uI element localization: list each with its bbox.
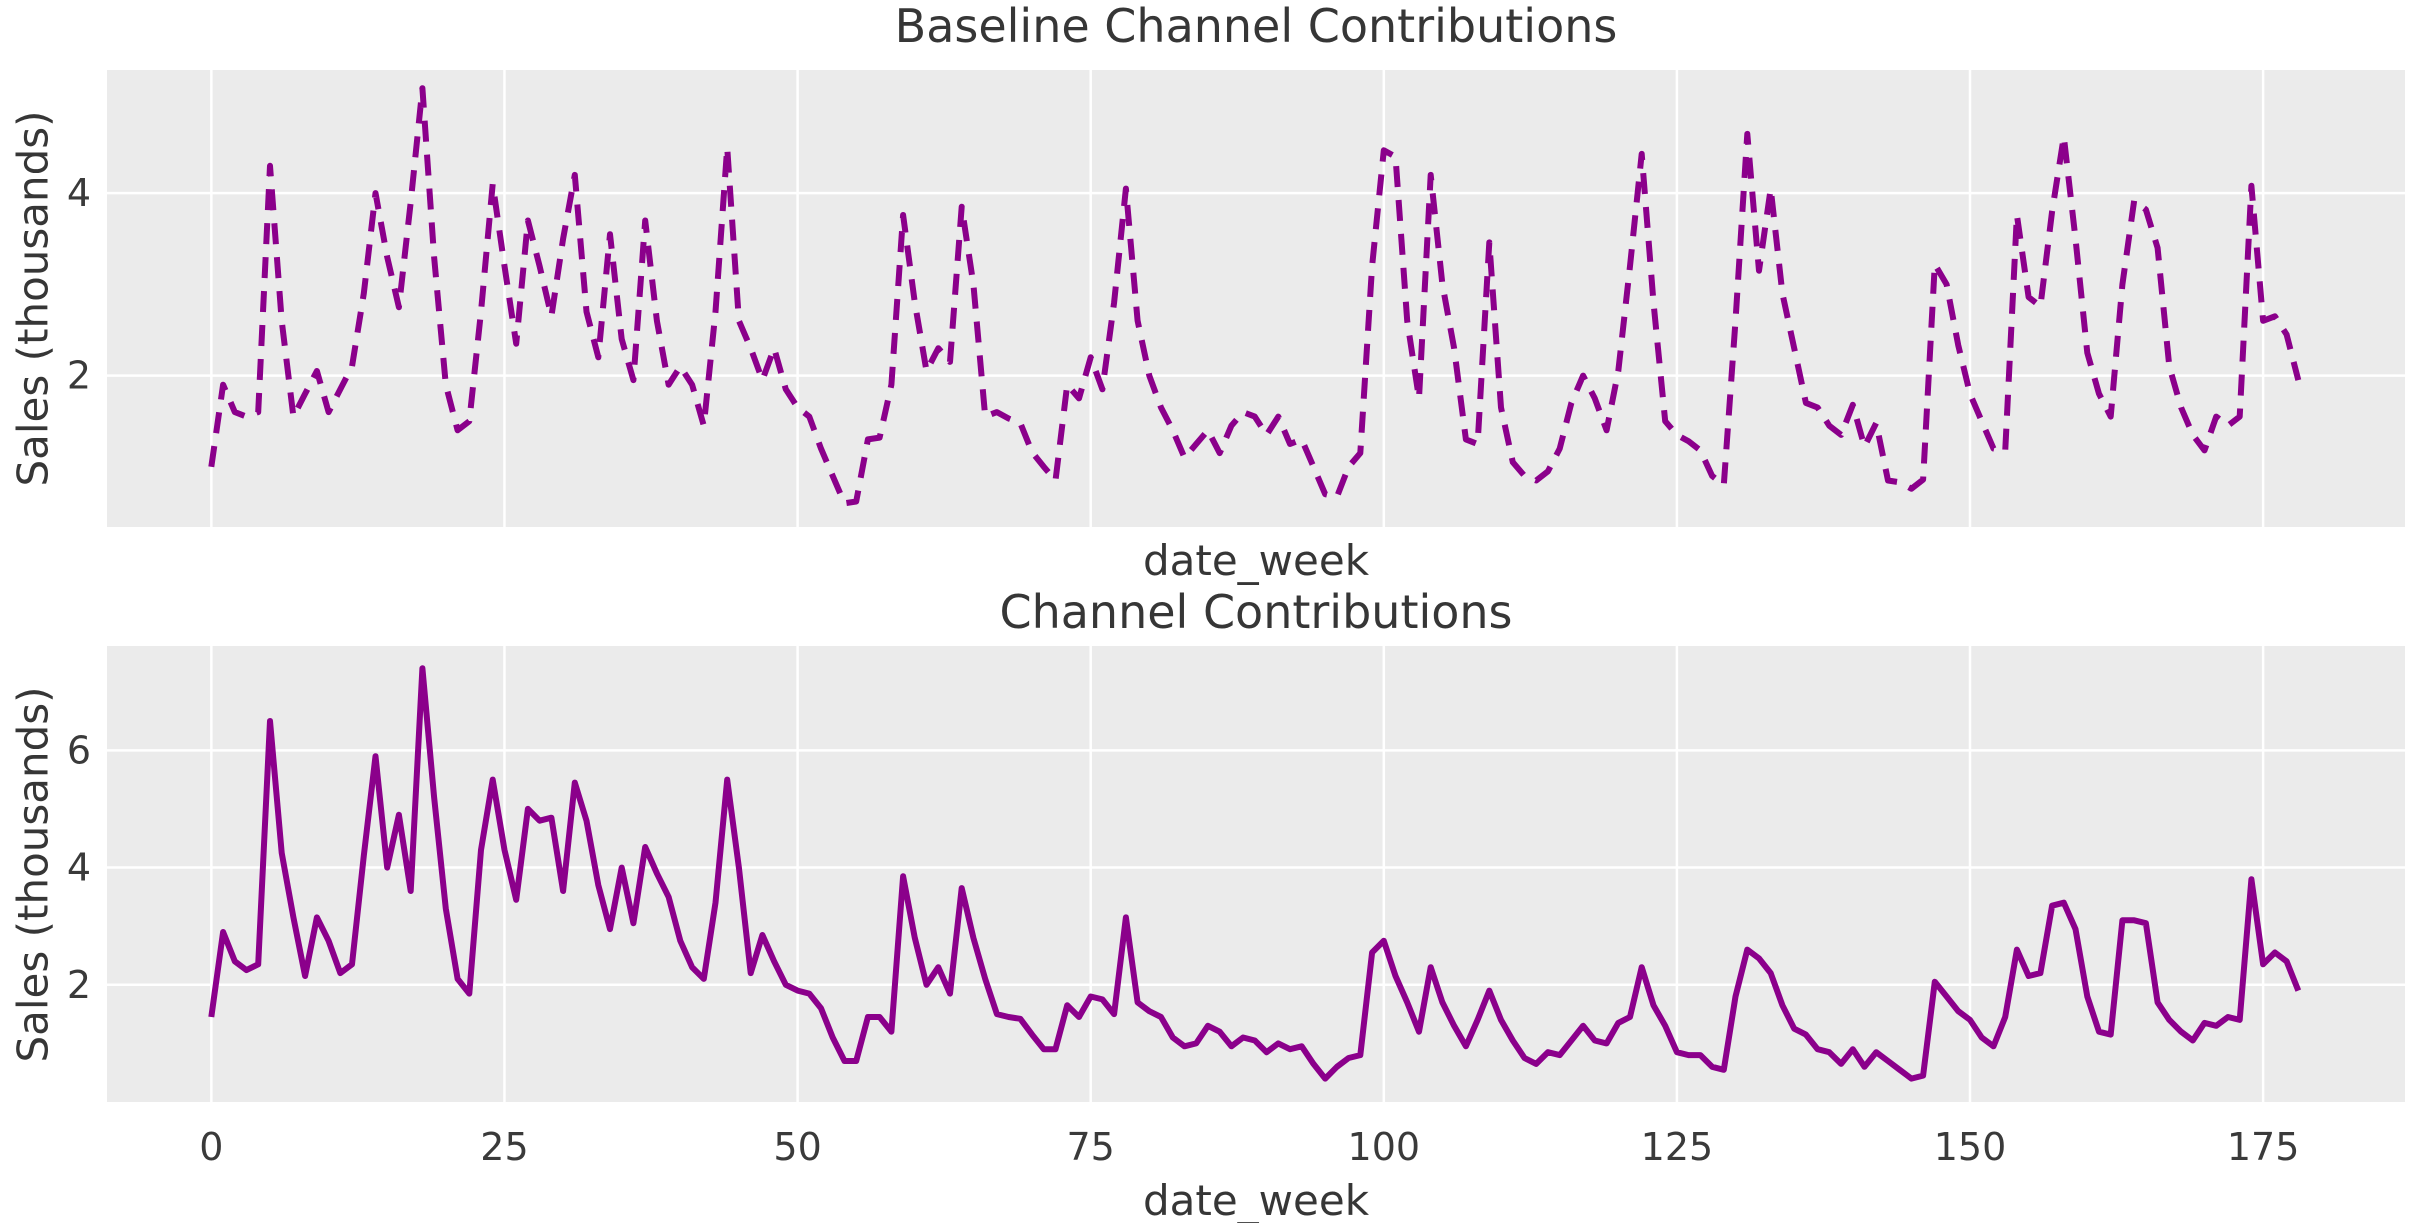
y-tick-label: 2 xyxy=(67,354,91,398)
y-axis-label-bottom-wrap: Sales (thousands) xyxy=(0,646,66,1102)
x-tick-label: 25 xyxy=(480,1125,528,1169)
x-tick-label: 0 xyxy=(199,1125,223,1169)
x-tick-label: 150 xyxy=(1934,1125,2007,1169)
x-tick-label: 50 xyxy=(773,1125,821,1169)
y-tick-label: 4 xyxy=(67,171,91,215)
y-axis-label-bottom: Sales (thousands) xyxy=(8,685,58,1063)
chart-title-channel-contributions: Channel Contributions xyxy=(999,585,1513,639)
x-tick-label: 75 xyxy=(1067,1125,1115,1169)
y-tick-label: 4 xyxy=(67,846,91,890)
y-tick-label: 6 xyxy=(67,728,91,772)
y-axis-label-top: Sales (thousands) xyxy=(8,110,58,487)
chart-title-baseline-contributions: Baseline Channel Contributions xyxy=(894,0,1618,53)
x-axis-label-bottom: date_week xyxy=(1142,1176,1370,1223)
y-axis-label-top-wrap: Sales (thousands) xyxy=(0,70,66,527)
plot-panel xyxy=(107,646,2405,1102)
channel-contributions-line xyxy=(208,665,2302,1082)
x-tick-label: 125 xyxy=(1641,1125,1714,1169)
baseline-contributions-line xyxy=(208,85,2302,507)
y-tick-label: 2 xyxy=(67,963,91,1007)
x-tick-label: 100 xyxy=(1348,1125,1421,1169)
x-tick-label: 175 xyxy=(2227,1125,2300,1169)
plot-panel xyxy=(107,70,2405,527)
x-axis-label-top: date_week xyxy=(1142,536,1370,585)
